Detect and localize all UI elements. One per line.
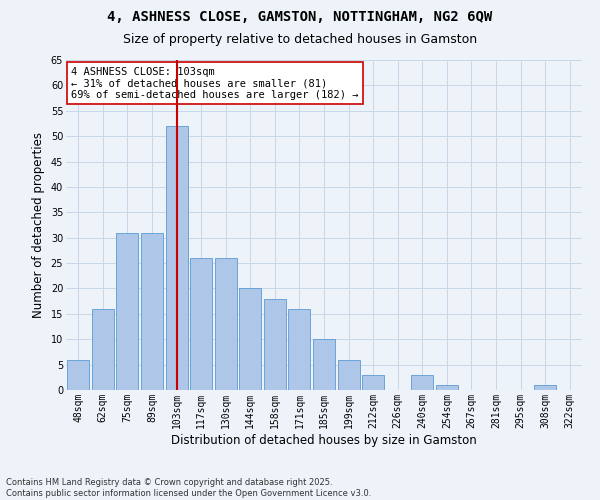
Text: 4, ASHNESS CLOSE, GAMSTON, NOTTINGHAM, NG2 6QW: 4, ASHNESS CLOSE, GAMSTON, NOTTINGHAM, N…: [107, 10, 493, 24]
X-axis label: Distribution of detached houses by size in Gamston: Distribution of detached houses by size …: [171, 434, 477, 446]
Bar: [141, 232, 163, 390]
Y-axis label: Number of detached properties: Number of detached properties: [32, 132, 45, 318]
Bar: [313, 339, 335, 390]
Bar: [239, 288, 262, 390]
Text: Contains HM Land Registry data © Crown copyright and database right 2025.
Contai: Contains HM Land Registry data © Crown c…: [6, 478, 371, 498]
Bar: [436, 385, 458, 390]
Bar: [67, 360, 89, 390]
Bar: [534, 385, 556, 390]
Bar: [215, 258, 237, 390]
Bar: [166, 126, 188, 390]
Bar: [362, 375, 384, 390]
Bar: [338, 360, 359, 390]
Bar: [411, 375, 433, 390]
Bar: [92, 309, 114, 390]
Text: 4 ASHNESS CLOSE: 103sqm
← 31% of detached houses are smaller (81)
69% of semi-de: 4 ASHNESS CLOSE: 103sqm ← 31% of detache…: [71, 66, 359, 100]
Text: Size of property relative to detached houses in Gamston: Size of property relative to detached ho…: [123, 32, 477, 46]
Bar: [190, 258, 212, 390]
Bar: [289, 309, 310, 390]
Bar: [264, 298, 286, 390]
Bar: [116, 232, 139, 390]
